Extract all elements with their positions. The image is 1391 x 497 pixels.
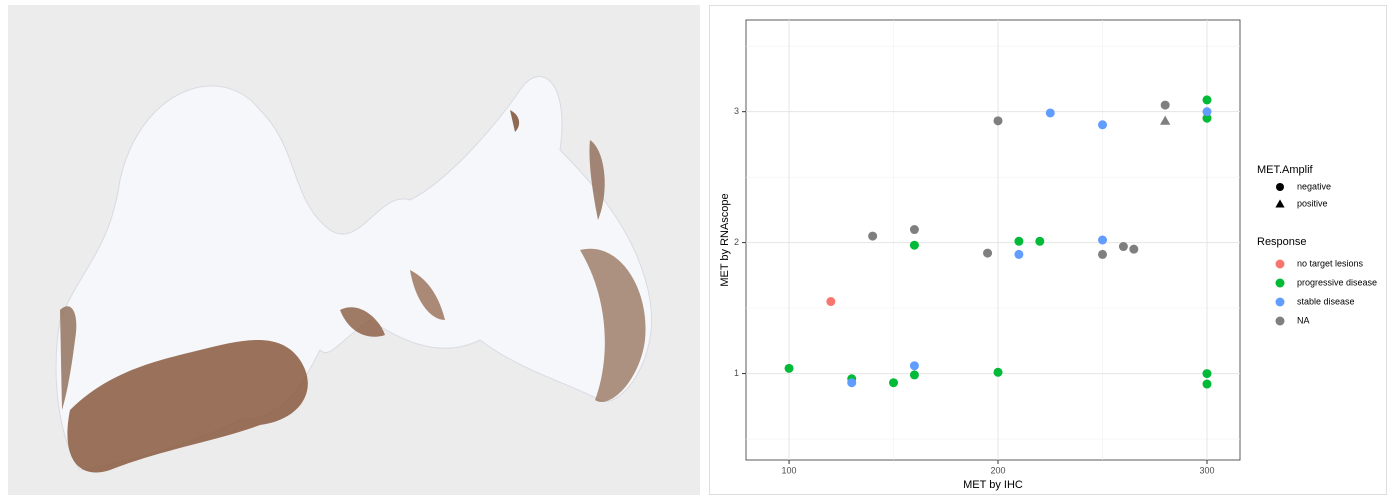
point xyxy=(1202,369,1211,378)
legend-label: negative xyxy=(1297,181,1331,191)
plot-panel xyxy=(746,20,1240,460)
x-tick-label: 100 xyxy=(782,465,797,475)
point xyxy=(1035,237,1044,246)
x-tick-label: 300 xyxy=(1199,465,1214,475)
y-tick-label: 3 xyxy=(734,106,739,116)
point xyxy=(1129,245,1138,254)
point xyxy=(1202,95,1211,104)
y-axis-label: MET by RNAscope xyxy=(719,193,731,286)
legend-marker xyxy=(1276,183,1284,191)
point xyxy=(826,297,835,306)
point xyxy=(910,225,919,234)
point xyxy=(1046,108,1055,117)
point xyxy=(1098,236,1107,245)
point xyxy=(1014,237,1023,246)
point xyxy=(1119,242,1128,251)
point xyxy=(847,378,856,387)
point xyxy=(868,232,877,241)
legend-marker xyxy=(1276,298,1285,307)
legend-marker xyxy=(1276,260,1285,269)
legend-title: MET.Amplif xyxy=(1257,164,1314,176)
point xyxy=(910,370,919,379)
legend-marker xyxy=(1276,279,1285,288)
legend-label: no target lesions xyxy=(1297,258,1364,268)
point xyxy=(1161,101,1170,110)
legend-label: stable disease xyxy=(1297,296,1355,306)
point xyxy=(1202,380,1211,389)
point xyxy=(1098,120,1107,129)
point xyxy=(1098,250,1107,259)
point xyxy=(910,361,919,370)
legend-marker xyxy=(1276,317,1285,326)
histology-image xyxy=(8,5,700,495)
legend-label: positive xyxy=(1297,198,1328,208)
point xyxy=(994,368,1003,377)
point xyxy=(785,364,794,373)
x-axis-label: MET by IHC xyxy=(963,479,1023,491)
legend-title: Response xyxy=(1257,236,1307,248)
x-tick-label: 200 xyxy=(990,465,1005,475)
point xyxy=(1202,107,1211,116)
page: 100 200 300 1 2 3 MET by IHC MET by RNAscope MET… xyxy=(0,0,1391,497)
y-tick-label: 1 xyxy=(734,368,739,378)
point xyxy=(889,378,898,387)
point xyxy=(983,249,992,258)
legend-label: NA xyxy=(1297,315,1310,325)
legend-label: progressive disease xyxy=(1297,277,1377,287)
point xyxy=(1014,250,1023,259)
point xyxy=(910,241,919,250)
figure: 100 200 300 1 2 3 MET by IHC MET by RNAscope MET… xyxy=(0,0,1391,497)
point xyxy=(994,116,1003,125)
y-tick-label: 2 xyxy=(734,237,739,247)
